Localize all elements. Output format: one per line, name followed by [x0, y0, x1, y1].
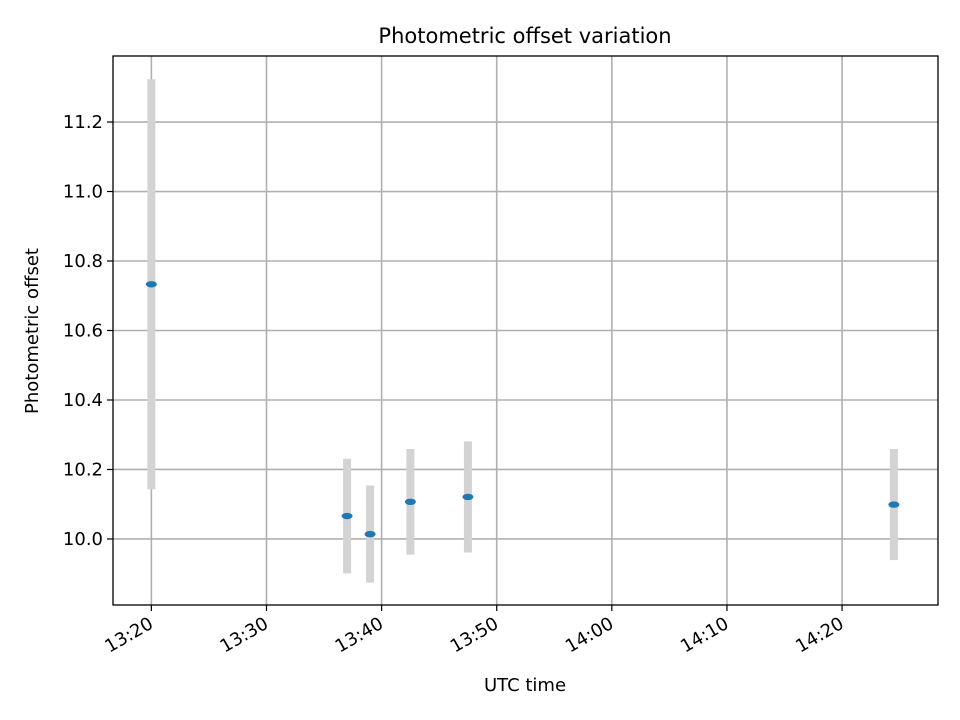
y-axis-title: Photometric offset: [22, 248, 43, 414]
y-tick-label: 10.2: [63, 459, 103, 480]
data-point: [145, 281, 157, 288]
x-axis-title: UTC time: [484, 675, 566, 696]
y-tick-label: 10.8: [63, 251, 103, 272]
data-point: [888, 501, 900, 508]
data-point: [364, 530, 376, 538]
data-series: [145, 79, 900, 583]
grid: [113, 56, 938, 605]
y-tick-label: 10.4: [63, 390, 103, 411]
data-point: [404, 498, 416, 506]
data-point: [341, 512, 353, 520]
chart-title: Photometric offset variation: [378, 24, 671, 48]
data-point: [462, 493, 474, 501]
y-tick-label: 11.0: [63, 182, 103, 203]
y-tick-label: 10.0: [63, 529, 103, 550]
y-tick-label: 10.6: [63, 321, 103, 342]
y-tick-label: 11.2: [63, 112, 103, 133]
